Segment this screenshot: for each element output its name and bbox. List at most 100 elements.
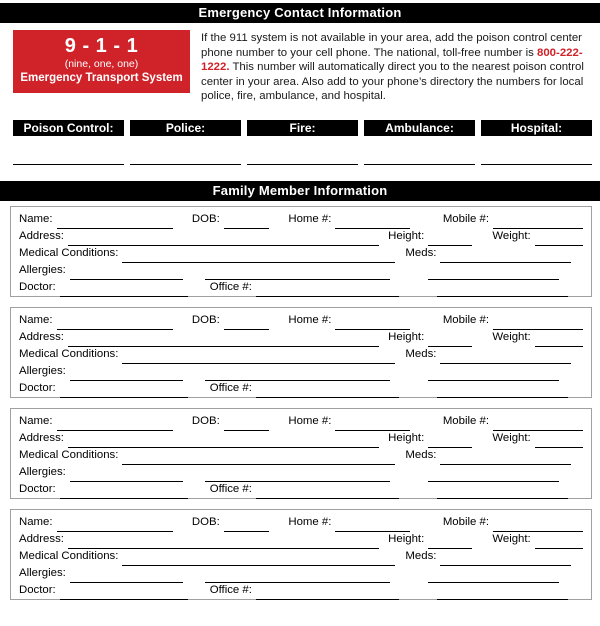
input-doctor-continued[interactable]	[436, 387, 568, 398]
input-office-number[interactable]	[255, 286, 399, 297]
input-dob[interactable]	[223, 218, 270, 229]
input-allergies[interactable]	[69, 572, 183, 583]
input-medical-conditions[interactable]	[122, 353, 396, 364]
input-office-number[interactable]	[255, 488, 399, 499]
label-name: Name:	[19, 414, 53, 427]
input-allergies[interactable]	[69, 471, 183, 482]
contact-input-line[interactable]	[247, 163, 358, 165]
card-row-address: Address: Height: Weight:	[19, 533, 583, 550]
input-doctor[interactable]	[59, 286, 188, 297]
input-weight[interactable]	[534, 538, 583, 549]
label-doctor: Doctor:	[19, 280, 56, 293]
label-meds: Meds:	[405, 347, 437, 360]
contact-input-line[interactable]	[130, 163, 241, 165]
input-doctor[interactable]	[59, 387, 188, 398]
input-allergies-continued[interactable]	[204, 572, 390, 583]
input-dob[interactable]	[223, 319, 270, 330]
label-height: Height:	[388, 431, 425, 444]
input-weight[interactable]	[534, 336, 583, 347]
input-allergies-continued-2[interactable]	[427, 572, 559, 583]
input-allergies-continued-2[interactable]	[427, 370, 559, 381]
contact-input-line[interactable]	[13, 163, 124, 165]
input-height[interactable]	[428, 538, 472, 549]
input-mobile-number[interactable]	[493, 218, 583, 229]
input-mobile-number[interactable]	[493, 319, 583, 330]
input-medical-conditions[interactable]	[122, 555, 396, 566]
input-meds[interactable]	[440, 555, 572, 566]
input-address[interactable]	[67, 235, 379, 246]
input-mobile-number[interactable]	[493, 521, 583, 532]
paragraph-text-before: If the 911 system is not available in yo…	[201, 32, 582, 59]
input-height[interactable]	[428, 336, 472, 347]
input-doctor-continued[interactable]	[436, 286, 568, 297]
card-row-identity: Name: DOB: Home #: Mobile #:	[19, 516, 583, 533]
input-home-number[interactable]	[335, 218, 410, 229]
input-allergies-continued[interactable]	[204, 269, 390, 280]
input-name[interactable]	[56, 218, 173, 229]
badge-system-text: Emergency Transport System	[20, 72, 183, 84]
input-home-number[interactable]	[335, 521, 410, 532]
input-doctor[interactable]	[59, 589, 188, 600]
input-allergies[interactable]	[69, 269, 183, 280]
emergency-contacts-row: Poison Control: Police: Fire: Ambulance: Hos…	[0, 119, 600, 165]
contact-input-line[interactable]	[364, 163, 475, 165]
contact-input-line[interactable]	[481, 163, 592, 165]
card-row-doctor: Doctor: Office #:	[19, 382, 583, 399]
emergency-intro-block: 9 - 1 - 1 (nine, one, one) Emergency Tra…	[0, 23, 600, 104]
input-allergies[interactable]	[69, 370, 183, 381]
input-height[interactable]	[428, 437, 472, 448]
input-weight[interactable]	[534, 235, 583, 246]
input-medical-conditions[interactable]	[122, 252, 396, 263]
card-row-medical: Medical Conditions: Meds:	[19, 449, 583, 466]
input-name[interactable]	[56, 521, 173, 532]
input-meds[interactable]	[440, 252, 572, 263]
input-allergies-continued[interactable]	[204, 370, 390, 381]
input-meds[interactable]	[440, 454, 572, 465]
label-mobile-number: Mobile #:	[442, 212, 490, 225]
input-name[interactable]	[56, 420, 173, 431]
card-row-doctor: Doctor: Office #:	[19, 483, 583, 500]
card-row-identity: Name: DOB: Home #: Mobile #:	[19, 213, 583, 230]
input-mobile-number[interactable]	[493, 420, 583, 431]
input-meds[interactable]	[440, 353, 572, 364]
badge-spelled-text: (nine, one, one)	[64, 58, 139, 70]
input-allergies-continued-2[interactable]	[427, 471, 559, 482]
label-allergies: Allergies:	[19, 263, 66, 276]
input-home-number[interactable]	[335, 319, 410, 330]
label-office-number: Office #:	[209, 583, 252, 596]
input-name[interactable]	[56, 319, 173, 330]
label-home-number: Home #:	[288, 414, 332, 427]
label-doctor: Doctor:	[19, 381, 56, 394]
emergency-paragraph: If the 911 system is not available in yo…	[190, 30, 592, 104]
contact-column: Ambulance:	[364, 119, 475, 165]
input-address[interactable]	[67, 437, 379, 448]
input-doctor-continued[interactable]	[436, 488, 568, 499]
input-allergies-continued-2[interactable]	[427, 269, 559, 280]
input-medical-conditions[interactable]	[122, 454, 396, 465]
label-weight: Weight:	[492, 532, 531, 545]
label-mobile-number: Mobile #:	[442, 515, 490, 528]
input-allergies-continued[interactable]	[204, 471, 390, 482]
label-meds: Meds:	[405, 549, 437, 562]
input-office-number[interactable]	[255, 589, 399, 600]
emergency-911-badge: 9 - 1 - 1 (nine, one, one) Emergency Tra…	[13, 30, 190, 93]
input-address[interactable]	[67, 336, 379, 347]
card-row-allergies: Allergies:	[19, 365, 583, 382]
label-office-number: Office #:	[209, 280, 252, 293]
input-address[interactable]	[67, 538, 379, 549]
input-home-number[interactable]	[335, 420, 410, 431]
input-dob[interactable]	[223, 521, 270, 532]
input-height[interactable]	[428, 235, 472, 246]
input-weight[interactable]	[534, 437, 583, 448]
input-office-number[interactable]	[255, 387, 399, 398]
label-medical-conditions: Medical Conditions:	[19, 448, 119, 461]
label-dob: DOB:	[191, 212, 220, 225]
contact-label-poison-control: Poison Control:	[13, 119, 124, 136]
contact-column: Poison Control:	[13, 119, 124, 165]
input-dob[interactable]	[223, 420, 270, 431]
input-doctor[interactable]	[59, 488, 188, 499]
input-doctor-continued[interactable]	[436, 589, 568, 600]
label-meds: Meds:	[405, 246, 437, 259]
poison-control-phone-number: 800-222-1222.	[201, 46, 583, 74]
family-member-card: Name: DOB: Home #: Mobile #: Address: Height:…	[10, 508, 592, 600]
